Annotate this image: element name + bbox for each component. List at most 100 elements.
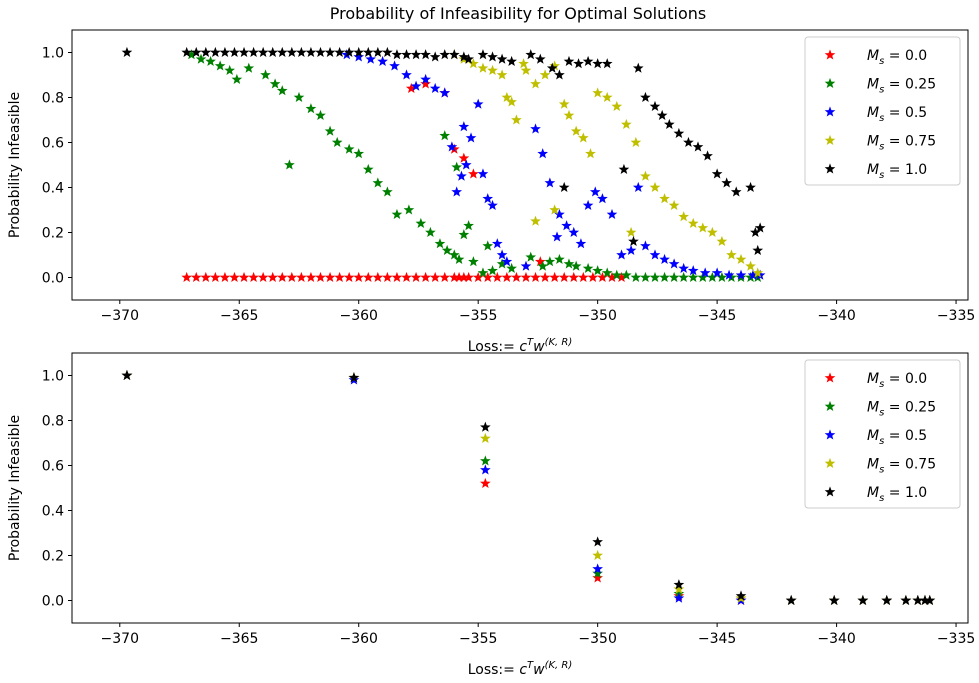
data-point [716, 271, 728, 283]
y-tick-label: 0.0 [42, 594, 64, 610]
data-point [238, 46, 250, 58]
data-point [919, 594, 931, 606]
legend-label-value: = 0.5 [884, 428, 927, 444]
data-point [506, 55, 517, 67]
data-point [343, 271, 355, 283]
data-point [592, 58, 603, 69]
legend-label-sub: s [879, 170, 884, 181]
data-point [243, 62, 255, 73]
legend-label-sub: s [879, 493, 884, 504]
data-point [439, 87, 451, 98]
data-point [640, 91, 651, 103]
data-point [362, 163, 374, 175]
data-point [656, 109, 668, 121]
data-point [405, 82, 417, 94]
data-point [558, 181, 570, 193]
legend-entry: Ms = 0.0 [824, 371, 927, 390]
x-tick-label: −350 [578, 308, 616, 324]
data-point [563, 55, 575, 67]
legend-label: Ms = 0.0 [867, 371, 927, 390]
data-point [362, 46, 374, 58]
data-point [276, 46, 288, 58]
data-point [219, 271, 231, 283]
data-point [544, 256, 556, 267]
data-point [401, 69, 412, 80]
data-point [296, 46, 307, 58]
data-point [353, 46, 365, 58]
legend-box [804, 359, 961, 509]
x-tick-label: −365 [220, 631, 258, 647]
legend-label: Ms = 0.0 [867, 48, 927, 67]
data-point [735, 590, 747, 601]
data-point [692, 141, 704, 152]
legend-marker [824, 400, 836, 412]
data-point [554, 253, 565, 265]
legend-label-sub: s [879, 85, 884, 96]
data-point [563, 258, 575, 269]
legend-label: Ms = 1.0 [867, 485, 927, 504]
data-point [276, 85, 288, 96]
data-point [315, 46, 326, 58]
y-tick-label: 1.0 [42, 46, 64, 62]
data-point [606, 271, 618, 283]
x-label-sup-t: T [527, 660, 534, 671]
data-point [511, 114, 522, 125]
data-point [420, 73, 431, 85]
data-point [530, 215, 541, 226]
data-point [257, 271, 269, 283]
data-point [501, 256, 513, 267]
data-point [195, 53, 207, 64]
data-point [296, 271, 307, 283]
data-point [382, 46, 393, 58]
data-point [468, 168, 479, 179]
data-point [496, 258, 508, 269]
x-tick-label: −365 [220, 308, 258, 324]
data-point [582, 199, 594, 211]
data-point [597, 193, 608, 204]
data-point [589, 186, 601, 197]
data-point [881, 594, 893, 606]
data-point [592, 563, 603, 574]
data-point [582, 55, 594, 67]
data-point [501, 91, 513, 103]
data-point [324, 271, 336, 283]
data-point [649, 100, 661, 112]
series-0 [181, 78, 627, 283]
legend-entry: Ms = 0.5 [824, 428, 927, 447]
data-point [448, 249, 460, 260]
data-point [900, 594, 912, 606]
data-point [621, 269, 632, 280]
legend-marker [824, 372, 836, 383]
data-point [269, 78, 281, 89]
data-point [592, 265, 603, 276]
data-point [477, 168, 489, 179]
x-tick-label: −370 [101, 631, 139, 647]
data-point [587, 271, 599, 283]
data-point [448, 49, 460, 60]
data-point [477, 267, 489, 278]
legend-label-base: M [867, 371, 879, 387]
data-point [678, 211, 689, 222]
data-point [401, 271, 412, 283]
data-point [632, 181, 644, 193]
data-point [429, 51, 441, 62]
data-point [630, 136, 642, 148]
data-point [570, 125, 582, 136]
data-point [362, 271, 374, 283]
data-point [260, 69, 271, 80]
data-point [439, 49, 451, 60]
legend-label-sub: s [879, 379, 884, 390]
data-point [585, 148, 596, 159]
data-point [434, 238, 446, 249]
data-point [248, 46, 259, 58]
data-point [477, 49, 489, 60]
series-4 [121, 46, 766, 256]
data-point [410, 80, 422, 91]
bottom-subplot: −370 −365 −360 −355 −350 −345 −340 −335 0.0 0.2 0.… [7, 352, 975, 678]
data-point [745, 260, 756, 271]
data-point [372, 271, 384, 283]
data-point [448, 271, 460, 283]
data-point [224, 64, 236, 76]
data-point [549, 60, 560, 71]
